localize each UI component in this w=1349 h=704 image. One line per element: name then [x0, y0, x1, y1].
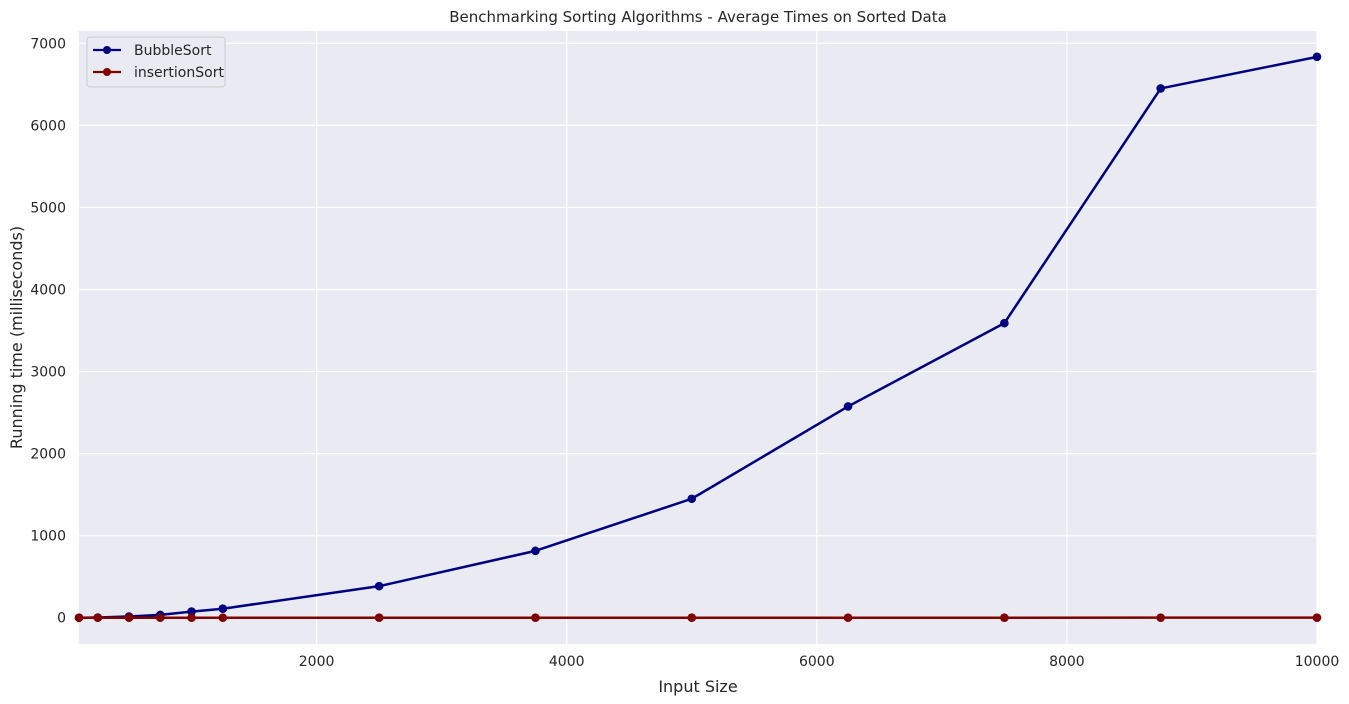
data-point-bubblesort	[1312, 52, 1322, 62]
data-point-insertionsort	[374, 613, 384, 623]
y-tick-label: 6000	[30, 118, 66, 134]
x-tick-label: 10000	[1295, 654, 1340, 670]
y-axis-title: Running time (milliseconds)	[7, 226, 26, 449]
data-point-insertionsort	[74, 613, 84, 623]
series-layer	[74, 52, 1322, 623]
legend-label-insertionsort: insertionSort	[134, 65, 224, 81]
data-point-insertionsort	[155, 613, 165, 623]
data-point-bubblesort	[687, 494, 697, 504]
series-insertionsort	[74, 613, 1322, 623]
legend-label-bubblesort: BubbleSort	[134, 43, 212, 59]
x-tick-label: 8000	[1049, 654, 1085, 670]
data-point-bubblesort	[531, 546, 540, 556]
data-point-insertionsort	[1156, 613, 1165, 622]
data-point-bubblesort	[218, 604, 228, 614]
x-axis-title: Input Size	[658, 677, 737, 696]
data-point-insertionsort	[687, 613, 697, 623]
y-tick-label: 1000	[30, 529, 66, 545]
data-point-insertionsort	[1000, 613, 1009, 622]
data-point-insertionsort	[218, 613, 228, 623]
x-tick-label: 4000	[549, 654, 585, 670]
y-tick-label: 0	[57, 611, 66, 627]
data-point-insertionsort	[843, 613, 853, 622]
data-point-insertionsort	[124, 613, 134, 623]
data-point-insertionsort	[531, 613, 540, 623]
data-point-insertionsort	[93, 613, 103, 623]
data-point-bubblesort	[374, 581, 384, 591]
legend-entry-insertionsort: insertionSort	[93, 65, 224, 81]
y-tick-label: 7000	[30, 36, 66, 52]
data-point-insertionsort	[187, 613, 196, 623]
legend-entry-bubblesort: BubbleSort	[93, 43, 212, 59]
data-point-bubblesort	[843, 402, 853, 411]
legend-marker-bubblesort	[103, 46, 111, 54]
legend-marker-insertionsort	[103, 68, 111, 76]
plot-area	[79, 31, 1317, 644]
data-point-bubblesort	[187, 607, 196, 616]
tick-labels: 2000 4000 6000 8000 10000 0 1000 2000 3000 4000 50…	[30, 36, 1339, 670]
legend-box	[86, 36, 226, 88]
chart-title: Benchmarking Sorting Algorithms - Averag…	[449, 8, 947, 26]
y-tick-label: 5000	[30, 200, 66, 216]
legend: BubbleSort insertionSort	[86, 36, 226, 88]
y-tick-label: 4000	[30, 282, 66, 298]
y-tick-label: 3000	[30, 365, 66, 381]
y-tick-label: 2000	[30, 447, 66, 463]
data-point-insertionsort	[1312, 613, 1322, 622]
data-point-bubblesort	[1156, 84, 1165, 93]
data-point-bubblesort	[1000, 318, 1009, 328]
x-tick-label: 6000	[799, 654, 835, 670]
x-tick-label: 2000	[299, 654, 335, 670]
